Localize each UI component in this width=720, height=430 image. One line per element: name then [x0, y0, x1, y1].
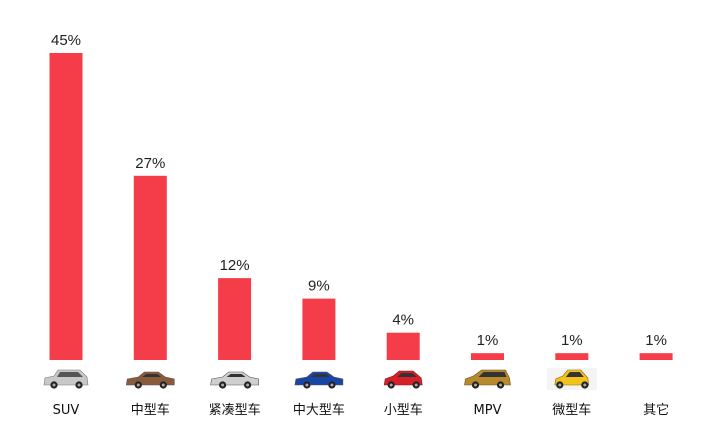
- hatch-silver-icon: [210, 371, 259, 389]
- bar-4: [302, 298, 336, 360]
- value-label-7: 1%: [561, 332, 583, 349]
- suv-silver-icon: [43, 369, 89, 389]
- hatch-red-icon: [383, 370, 423, 389]
- value-label-4: 9%: [308, 278, 330, 295]
- category-label-5: 小型车: [384, 402, 423, 418]
- category-label-3: 紧凑型车: [209, 402, 261, 418]
- bar-3: [218, 278, 252, 360]
- bar-5: [386, 332, 420, 360]
- mpv-gold-icon: [464, 369, 511, 389]
- value-label-3: 12%: [220, 257, 250, 274]
- category-label-2: 中型车: [131, 402, 170, 418]
- category-label-8: 其它: [643, 402, 669, 418]
- bar-8: [639, 353, 673, 360]
- value-label-6: 1%: [477, 332, 499, 349]
- category-label-4: 中大型车: [293, 402, 345, 418]
- category-label-7: 微型车: [552, 402, 591, 418]
- value-label-2: 27%: [135, 155, 165, 172]
- micro-yellow-icon: [546, 368, 597, 390]
- bar-1: [49, 53, 83, 360]
- sedan-blue-icon: [294, 371, 344, 389]
- value-label-1: 45%: [51, 32, 81, 49]
- sedan-bronze-icon: [125, 371, 175, 389]
- bar-7: [555, 353, 589, 360]
- bar-6: [471, 353, 504, 360]
- bar-2: [133, 175, 167, 360]
- category-label-6: MPV: [474, 403, 502, 418]
- value-label-5: 4%: [392, 312, 414, 329]
- value-label-8: 1%: [645, 332, 667, 349]
- category-label-1: SUV: [53, 403, 80, 418]
